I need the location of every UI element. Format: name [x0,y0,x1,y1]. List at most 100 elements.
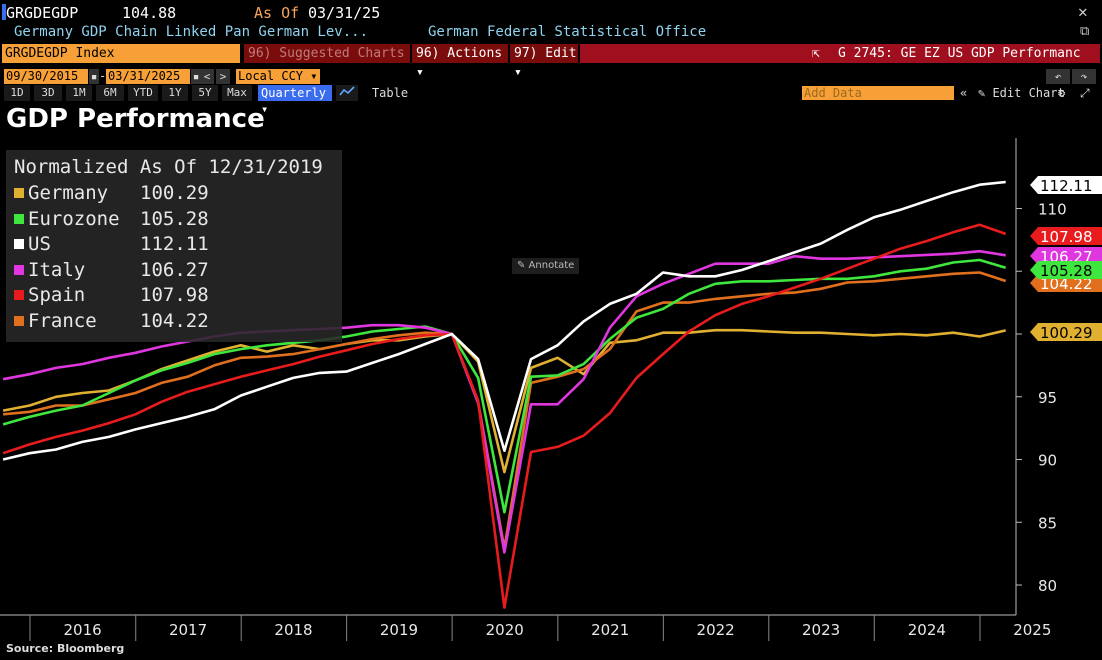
legend-item-eurozone[interactable]: Eurozone 105.28 [14,208,209,234]
line-chart-icon[interactable] [336,85,358,101]
security-marker [2,4,6,20]
ticker-symbol[interactable]: GRGDEGDP [6,4,79,22]
source-note: Source: Bloomberg [6,642,125,655]
x-tick-label: 2016 [63,621,101,639]
calendar-icon[interactable]: ▪ [89,69,99,84]
next-period-button[interactable]: > [216,69,230,84]
series-line-germany[interactable] [2,328,1006,474]
settings-icon[interactable]: ⚙ [1058,86,1066,100]
edit-chart-button[interactable]: ✎ Edit Chart [978,86,1065,100]
legend-value: 105.28 [140,207,209,230]
value-tag-label: 105.28 [1040,262,1093,280]
series-line-italy[interactable] [2,249,1006,554]
edit-menu[interactable]: 97) Edit ▾ [510,44,578,80]
expand-icon[interactable]: ⤢ [1080,86,1090,100]
period-button-1y[interactable]: 1Y [162,85,188,101]
currency-select[interactable]: Local CCY ▾ [236,69,320,84]
series-line-us[interactable] [2,180,1006,461]
table-button[interactable]: Table [371,86,409,100]
value-tag-label: 104.22 [1040,275,1093,293]
x-tick-label: 2019 [380,621,418,639]
undo-button[interactable]: ↶ [1046,69,1070,84]
legend-value: 100.29 [140,182,209,204]
start-date-input[interactable]: 09/30/2015 [4,69,88,84]
y-tick-label: 95 [1038,389,1057,407]
legend-name: Germany [28,182,109,204]
asof-date: 03/31/25 [308,4,381,22]
legend-item-italy[interactable]: Italy 106.27 [14,259,209,285]
legend-swatch [14,213,24,224]
x-tick-label: 2021 [591,621,629,639]
legend-name: France [28,309,97,332]
y-tick-label: 85 [1038,514,1057,532]
x-tick-label: 2017 [169,621,207,639]
legend-swatch [14,315,24,326]
legend-value: 107.98 [140,284,209,306]
value-tag-label: 100.29 [1040,324,1093,342]
legend-value: 106.27 [140,258,209,281]
annotate-button[interactable]: ✎ Annotate [512,258,580,274]
legend-name: Spain [28,284,86,306]
chart-id-bar: ⇱ G 2745: GE EZ US GDP Performanc [580,44,1100,63]
value-tag-us [1030,176,1102,194]
value-tag-eurozone [1030,261,1102,279]
period-button-max[interactable]: Max [222,85,252,101]
legend-swatch [14,239,24,249]
collapse-icon[interactable]: « [960,86,968,100]
period-button-3d[interactable]: 3D [34,85,62,101]
close-icon[interactable]: ✕ [1078,2,1088,21]
calendar-icon[interactable]: ▪ [191,69,201,84]
legend: Normalized As Of 12/31/2019 Germany 100.2… [6,150,342,342]
series-line-spain[interactable] [2,223,1007,609]
prev-period-button[interactable]: < [200,69,214,84]
last-price: 104.88 [122,4,177,22]
security-input[interactable]: GRGDEGDP Index [2,44,240,63]
y-tick-label: 90 [1038,452,1057,470]
legend-item-france[interactable]: France 104.22 [14,310,209,336]
value-tag-label: 107.98 [1040,228,1093,246]
frequency-select[interactable]: Quarterly ▾ [258,85,332,116]
period-button-1d[interactable]: 1D [4,85,30,101]
x-tick-label: 2022 [697,621,735,639]
legend-swatch [14,290,24,300]
data-source-name: German Federal Statistical Office [428,24,707,40]
suggested-charts-menu[interactable]: 96) Suggested Charts ▾ [244,44,410,80]
value-tag-italy [1030,247,1102,265]
legend-swatch [14,264,24,275]
legend-name: Eurozone [28,207,120,230]
value-tag-label: 112.11 [1040,177,1093,195]
value-tag-germany [1030,323,1102,341]
x-tick-label: 2020 [486,621,524,639]
period-button-1m[interactable]: 1M [66,85,92,101]
export-icon[interactable]: ⇱ [812,46,820,61]
popout-icon[interactable]: ⧉ [1080,24,1090,39]
actions-menu[interactable]: 96) Actions ▾ [412,44,508,80]
x-tick-label: 2018 [274,621,312,639]
legend-value: 104.22 [140,309,209,332]
period-button-5y[interactable]: 5Y [192,85,218,101]
value-tag-spain [1030,227,1102,245]
chart-title: GDP Performance [6,104,265,134]
legend-item-spain[interactable]: Spain 107.98 [14,284,209,310]
asof-label: As Of [254,4,300,22]
x-tick-label: 2025 [1013,621,1051,639]
date-range-separator: - [99,69,107,83]
legend-item-germany[interactable]: Germany 100.29 [14,182,209,208]
legend-subtitle: Normalized As Of 12/31/2019 [14,156,323,178]
series-line-eurozone[interactable] [2,258,1007,514]
chart-id: G 2745: GE EZ US GDP Performanc [838,46,1081,61]
redo-button[interactable]: ↷ [1072,69,1096,84]
y-tick-label: 80 [1038,577,1057,595]
x-tick-label: 2024 [908,621,946,639]
y-tick-label: 110 [1038,201,1067,219]
end-date-input[interactable]: 03/31/2025 [106,69,190,84]
period-button-ytd[interactable]: YTD [128,85,158,101]
add-data-input[interactable]: Add Data [802,86,954,100]
legend-item-us[interactable]: US 112.11 [14,233,209,259]
legend-name: US [28,233,51,255]
legend-name: Italy [28,258,86,281]
period-button-6m[interactable]: 6M [96,85,124,101]
security-description: Germany GDP Chain Linked Pan German Lev.… [14,24,369,40]
legend-value: 112.11 [140,233,209,255]
